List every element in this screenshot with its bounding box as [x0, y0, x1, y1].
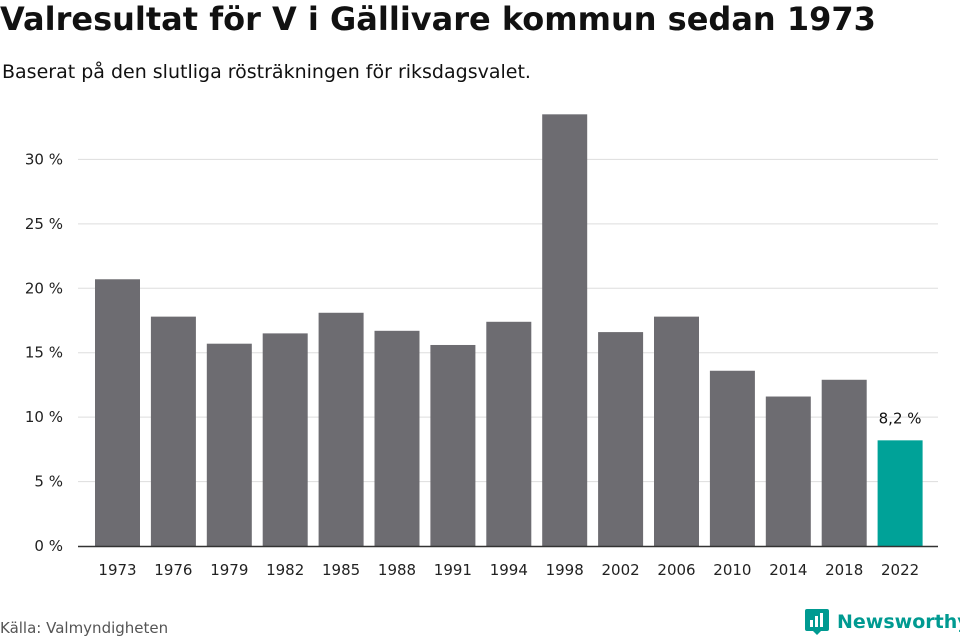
bars [95, 114, 923, 546]
x-tick-label: 1994 [490, 561, 528, 579]
bar-2022 [877, 440, 923, 546]
x-tick-label: 1982 [266, 561, 304, 579]
chart-subtitle: Baserat på den slutliga rösträkningen fö… [2, 61, 531, 83]
bar-1994 [486, 321, 532, 546]
bar-2002 [598, 332, 644, 546]
x-tick-label: 2006 [657, 561, 695, 579]
y-tick-label: 30 % [25, 150, 63, 168]
chart-title: Valresultat för V i Gällivare kommun sed… [0, 0, 876, 38]
bar-2014 [765, 396, 811, 546]
bar-1973 [95, 279, 140, 546]
x-axis-ticks: 1973 1976 1979 1982 1985 1988 1991 1994 1998 2002… [98, 561, 919, 579]
x-tick-label: 1973 [98, 561, 136, 579]
bar-2018 [821, 379, 867, 546]
brand-name: Newsworthy [837, 611, 960, 633]
bar-1976 [150, 316, 196, 546]
source-note: Källa: Valmyndigheten [0, 619, 169, 637]
x-tick-label: 1985 [322, 561, 360, 579]
bar-1982 [262, 333, 308, 546]
x-tick-label: 1991 [434, 561, 472, 579]
x-tick-label: 1998 [546, 561, 584, 579]
bar-chart: 0 %5 %10 %15 %20 %25 %30 % 1973 1976 1979 1… [25, 114, 938, 579]
x-tick-label: 2002 [602, 561, 640, 579]
x-tick-label: 2014 [769, 561, 807, 579]
y-tick-label: 15 % [25, 344, 63, 362]
y-tick-label: 5 % [34, 473, 63, 491]
x-tick-label: 2018 [825, 561, 863, 579]
x-tick-label: 1976 [154, 561, 192, 579]
bar-1998 [542, 114, 588, 546]
x-tick-label: 1979 [210, 561, 248, 579]
bar-1985 [318, 312, 364, 546]
bar-2010 [709, 370, 755, 546]
bar-1988 [374, 330, 420, 546]
x-tick-label: 2022 [881, 561, 919, 579]
data-label-2022: 8,2 % [879, 409, 922, 427]
x-tick-label: 1988 [378, 561, 416, 579]
bar-1979 [206, 343, 252, 546]
newsworthy-logo-icon [805, 609, 829, 635]
data-labels: 8,2 % [879, 409, 922, 427]
y-axis-ticks: 0 % 5 % 10 % 15 % 20 % 25 % 30 % [25, 150, 63, 555]
x-tick-label: 2010 [713, 561, 751, 579]
bar-2006 [654, 316, 699, 546]
bar-1991 [430, 344, 476, 546]
y-tick-label: 10 % [25, 408, 63, 426]
y-tick-label: 0 % [34, 537, 63, 555]
y-tick-label: 25 % [25, 215, 63, 233]
brand: Newsworthy [804, 608, 960, 636]
y-tick-label: 20 % [25, 279, 63, 297]
